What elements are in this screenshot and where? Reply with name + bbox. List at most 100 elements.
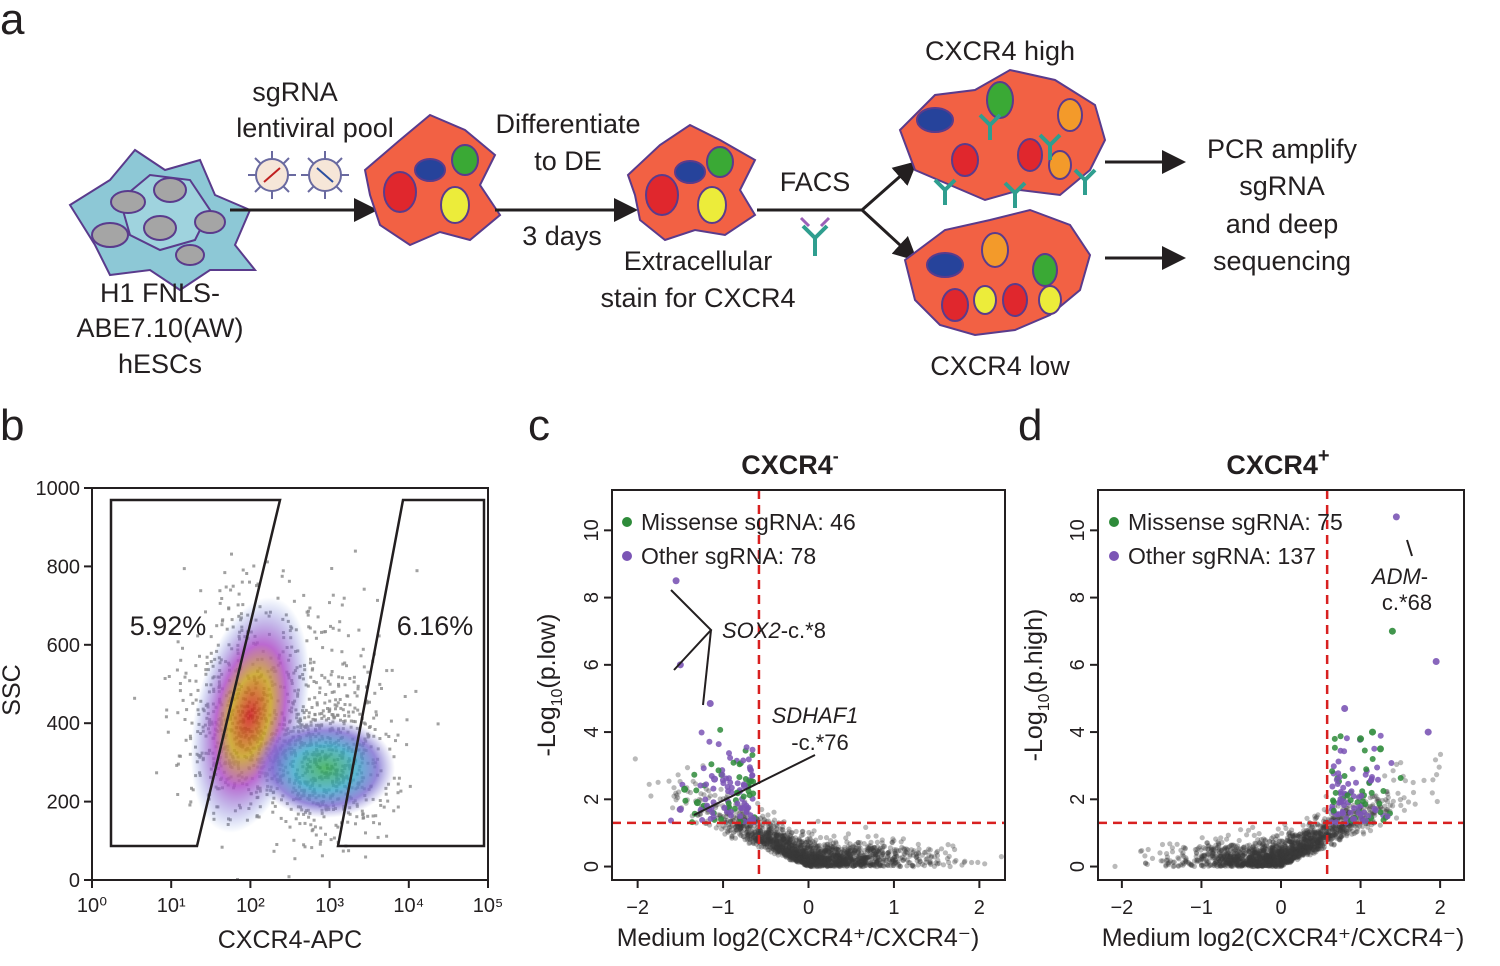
sgrna-point bbox=[769, 825, 775, 831]
sgrna-point bbox=[885, 850, 891, 856]
sgrna-point bbox=[1241, 861, 1247, 867]
sgrna-point bbox=[1272, 843, 1279, 849]
event-dot bbox=[281, 569, 285, 573]
sgrna-point bbox=[804, 857, 810, 863]
sgrna-point bbox=[842, 862, 848, 868]
sgrna-point bbox=[829, 860, 835, 866]
sgrna-point bbox=[1252, 860, 1258, 867]
sgrna-point bbox=[1297, 850, 1303, 856]
event-dot bbox=[227, 607, 231, 611]
sgrna-point bbox=[1258, 854, 1264, 860]
sgrna-point bbox=[1254, 858, 1260, 865]
sgrna-point bbox=[1167, 858, 1173, 864]
sgrna-point bbox=[811, 857, 817, 863]
sgrna-point bbox=[1262, 862, 1268, 868]
sgrna-point bbox=[787, 855, 794, 861]
sgrna-point bbox=[824, 856, 830, 862]
sgrna-point bbox=[826, 854, 832, 860]
sgrna-point bbox=[880, 851, 886, 857]
sgrna-point bbox=[1252, 859, 1258, 865]
sgrna-point bbox=[883, 861, 890, 868]
sgrna-point bbox=[1303, 846, 1310, 852]
sgrna-point bbox=[1262, 848, 1268, 855]
sgrna-point bbox=[1301, 843, 1307, 849]
sgrna-point bbox=[1212, 858, 1218, 865]
sgrna-point bbox=[777, 838, 783, 845]
event-dot bbox=[167, 675, 171, 678]
sgrna-point bbox=[1303, 840, 1309, 846]
transduced-cells-illustration bbox=[363, 113, 502, 247]
sgrna-point bbox=[1410, 789, 1417, 796]
sgrna-point bbox=[1238, 862, 1244, 868]
sgrna-point bbox=[1295, 848, 1301, 854]
sgrna-point bbox=[1383, 797, 1389, 803]
sgrna-point bbox=[1301, 830, 1307, 836]
sgrna-point bbox=[803, 862, 809, 868]
sgrna-point bbox=[1218, 847, 1224, 854]
sgrna-point bbox=[804, 862, 811, 868]
sgrna-point bbox=[1309, 842, 1315, 848]
sgrna-point bbox=[841, 860, 847, 867]
sgrna-point bbox=[804, 861, 810, 867]
sgrna-point bbox=[771, 845, 777, 851]
sgrna-point bbox=[1251, 849, 1257, 856]
sgrna-point bbox=[783, 839, 789, 845]
sgrna-point bbox=[1228, 858, 1234, 865]
sgrna-point bbox=[1221, 852, 1227, 858]
sgrna-point bbox=[1281, 859, 1287, 865]
sgrna-point bbox=[1249, 862, 1255, 868]
sgrna-point bbox=[787, 841, 793, 847]
sgrna-point bbox=[736, 827, 742, 833]
sgrna-point bbox=[1373, 793, 1379, 799]
sgrna-point bbox=[779, 836, 786, 842]
event-dot bbox=[348, 703, 352, 707]
sgrna-point bbox=[1264, 859, 1270, 865]
sgrna-point bbox=[790, 845, 796, 852]
sgrna-point bbox=[790, 854, 796, 860]
sgrna-point bbox=[844, 839, 850, 845]
sgrna-point bbox=[808, 845, 814, 851]
sgrna-point bbox=[1256, 853, 1262, 860]
sgrna-point bbox=[824, 841, 830, 847]
sgrna-point bbox=[793, 853, 799, 859]
sgrna-point bbox=[798, 857, 804, 863]
sgrna-point bbox=[1183, 855, 1189, 861]
sgrna-point bbox=[825, 849, 831, 855]
event-dot bbox=[280, 574, 284, 578]
sgrna-point bbox=[782, 845, 788, 852]
event-dot bbox=[287, 875, 291, 879]
sgrna-point bbox=[1269, 849, 1275, 855]
event-dot bbox=[365, 699, 369, 703]
sgrna-point bbox=[816, 863, 823, 869]
sgrna-point bbox=[1271, 856, 1277, 862]
sgrna-point bbox=[1223, 851, 1230, 857]
sgrna-point bbox=[810, 858, 816, 864]
sgrna-point bbox=[1254, 863, 1260, 869]
sgrna-point bbox=[1220, 861, 1226, 867]
sgrna-point bbox=[1270, 842, 1276, 848]
sgrna-point bbox=[776, 844, 782, 850]
sgrna-point bbox=[1235, 861, 1241, 867]
sgrna-point bbox=[832, 858, 838, 864]
highlight-point bbox=[706, 699, 714, 707]
sgrna-point bbox=[928, 853, 935, 859]
sgrna-point bbox=[796, 849, 802, 855]
sgrna-point bbox=[1262, 837, 1268, 843]
sgrna-point bbox=[831, 843, 837, 849]
sgrna-point bbox=[1320, 834, 1326, 841]
event-dot bbox=[188, 679, 192, 683]
sgrna-point bbox=[1213, 836, 1219, 842]
event-dot bbox=[318, 842, 322, 846]
sgrna-point bbox=[857, 859, 863, 866]
sgrna-point bbox=[1228, 862, 1234, 869]
sgrna-point bbox=[875, 852, 881, 858]
sgrna-point bbox=[1336, 837, 1343, 843]
sgrna-point bbox=[1160, 858, 1166, 864]
sgrna-point bbox=[786, 839, 792, 845]
cxcr4-low-cells-illustration bbox=[903, 208, 1092, 337]
sgrna-point bbox=[787, 844, 793, 850]
sgrna-point bbox=[774, 841, 780, 847]
sgrna-point bbox=[1302, 844, 1308, 850]
sgrna-point bbox=[1198, 862, 1205, 868]
sgrna-point bbox=[1312, 841, 1318, 847]
